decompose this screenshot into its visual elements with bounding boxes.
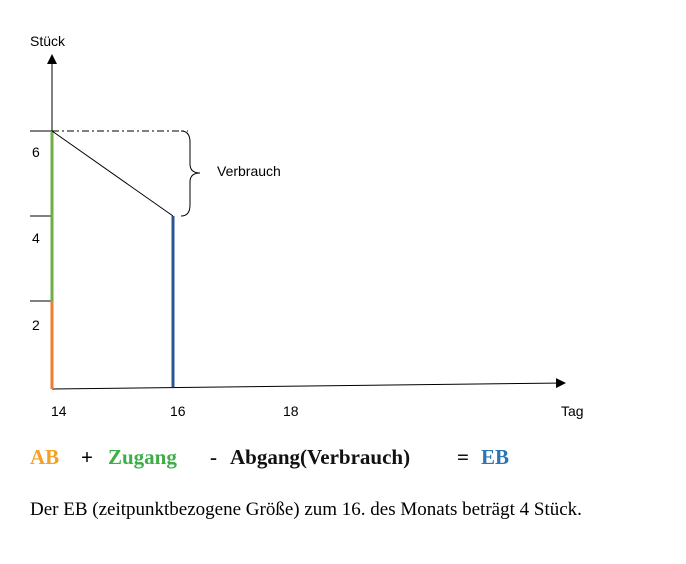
y-axis-label: Stück xyxy=(30,33,66,49)
formula-abgang: Abgang(Verbrauch) xyxy=(230,445,411,469)
formula-ab: AB xyxy=(30,445,60,469)
formula-eb: EB xyxy=(481,445,510,469)
formula-plus: + xyxy=(81,445,93,469)
y-tick-6: 6 xyxy=(32,144,40,160)
verbrauch-label: Verbrauch xyxy=(217,163,281,179)
formula-zugang: Zugang xyxy=(108,445,177,469)
y-tick-4: 4 xyxy=(32,230,40,246)
caption-text: Der EB (zeitpunktbezogene Größe) zum 16.… xyxy=(30,499,582,520)
formula-line: AB + Zugang - Abgang(Verbrauch) = EB xyxy=(30,445,670,475)
verbrauch-brace xyxy=(180,130,201,217)
x-axis xyxy=(51,378,566,390)
x-tick-14: 14 xyxy=(51,403,67,419)
formula-equals: = xyxy=(457,445,469,469)
y-tick-2: 2 xyxy=(32,317,40,333)
x-axis-label: Tag xyxy=(561,403,584,419)
x-tick-16: 16 xyxy=(170,403,186,419)
x-tick-18: 18 xyxy=(283,403,299,419)
formula-minus: - xyxy=(210,445,217,469)
consumption-line xyxy=(51,130,174,217)
stock-diagram: Stück 2 4 6 14 16 18 Tag Verbrauch xyxy=(30,33,584,419)
